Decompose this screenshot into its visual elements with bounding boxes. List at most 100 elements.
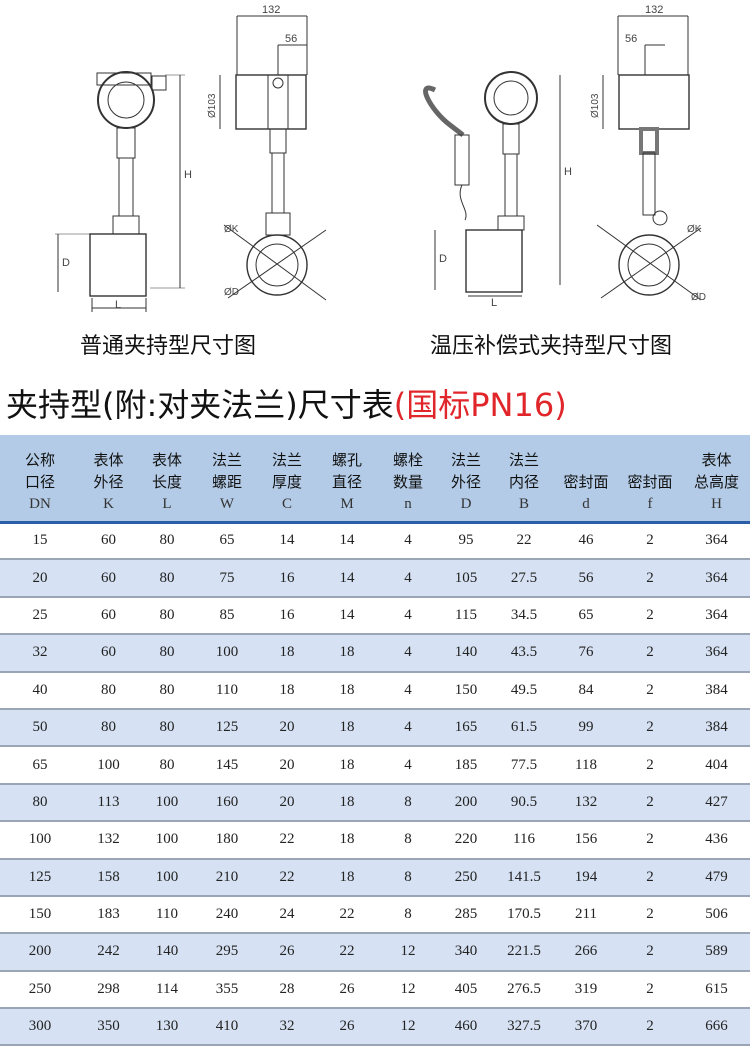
table-cell-M: 14	[317, 596, 377, 636]
header-symbol: n	[404, 495, 412, 512]
table-cell-K: 298	[80, 970, 137, 1010]
table-cell-W: 65	[197, 522, 257, 561]
table-cell-C: 28	[257, 970, 317, 1010]
dim-D: D	[62, 257, 70, 269]
header-line1: 表体	[701, 450, 732, 469]
table-cell-C: 18	[257, 634, 317, 673]
table-cell-C: 22	[257, 858, 317, 897]
table-cell-D: 185	[439, 746, 493, 785]
table-cell-W: 125	[197, 708, 257, 748]
table-cell-K: 60	[80, 559, 137, 598]
table-cell-n: 4	[377, 596, 439, 636]
table-cell-B: 141.5	[493, 858, 555, 897]
table-cell-B: 61.5	[493, 708, 555, 748]
table-cell-C: 24	[257, 895, 317, 935]
header-line1: 法兰	[211, 450, 242, 469]
table-cell-K: 60	[80, 522, 137, 561]
header-line2: 螺距	[211, 472, 242, 491]
table-cell-D: 95	[439, 522, 493, 561]
table-cell-M: 18	[317, 746, 377, 785]
column-header-d: 密封面 d	[555, 435, 617, 524]
table-cell-H: 666	[683, 1008, 750, 1046]
table-cell-L: 140	[137, 933, 197, 972]
table-row: 80 113 100 160 20 18 8 200 90.5 132 2 427	[0, 783, 750, 823]
table-cell-DN: 200	[0, 933, 80, 972]
table-cell-f: 2	[617, 596, 683, 636]
table-cell-n: 8	[377, 783, 439, 823]
dim-H: H	[564, 166, 572, 178]
table-cell-d: 76	[555, 634, 617, 673]
table-cell-K: 80	[80, 671, 137, 710]
table-cell-W: 110	[197, 671, 257, 710]
table-title-main: 夹持型(附:对夹法兰)尺寸表	[6, 386, 394, 424]
header-line1: 表体	[151, 450, 182, 469]
table-cell-f: 2	[617, 559, 683, 598]
dim-L: L	[115, 299, 121, 311]
table-cell-W: 85	[197, 596, 257, 636]
table-cell-W: 355	[197, 970, 257, 1010]
header-line2: 数量	[392, 472, 423, 491]
table-row: 15 60 80 65 14 14 4 95 22 46 2 364	[0, 522, 750, 561]
table-cell-D: 200	[439, 783, 493, 823]
table-cell-L: 100	[137, 821, 197, 860]
table-cell-L: 114	[137, 970, 197, 1010]
table-cell-n: 4	[377, 746, 439, 785]
table-cell-f: 2	[617, 970, 683, 1010]
table-cell-f: 2	[617, 783, 683, 823]
table-cell-M: 26	[317, 1008, 377, 1046]
column-header-L: 表体 长度 L	[137, 435, 197, 524]
table-cell-d: 194	[555, 858, 617, 897]
table-cell-H: 615	[683, 970, 750, 1010]
table-cell-DN: 50	[0, 708, 80, 748]
table-cell-DN: 20	[0, 559, 80, 598]
standard-clamp-caption: 普通夹持型尺寸图	[80, 334, 257, 359]
table-cell-B: 77.5	[493, 746, 555, 785]
header-line2: 外径	[93, 472, 124, 491]
header-symbol: f	[647, 495, 653, 512]
table-cell-n: 8	[377, 821, 439, 860]
table-cell-D: 150	[439, 671, 493, 710]
table-cell-DN: 100	[0, 821, 80, 860]
standard-clamp-drawing: D L H 132 56 Ø103 ØK ØD	[0, 0, 375, 330]
table-cell-D: 405	[439, 970, 493, 1010]
dim-pipe-dia: ØD	[691, 292, 706, 303]
table-cell-d: 46	[555, 522, 617, 561]
column-header-M: 螺孔 直径 M	[317, 435, 377, 524]
table-cell-n: 4	[377, 559, 439, 598]
table-cell-H: 384	[683, 671, 750, 710]
table-cell-D: 285	[439, 895, 493, 935]
header-line2: 内径	[508, 472, 539, 491]
table-cell-W: 180	[197, 821, 257, 860]
table-cell-n: 4	[377, 522, 439, 561]
table-row: 25 60 80 85 16 14 4 115 34.5 65 2 364	[0, 596, 750, 636]
table-cell-C: 16	[257, 559, 317, 598]
table-cell-B: 327.5	[493, 1008, 555, 1046]
table-cell-L: 130	[137, 1008, 197, 1046]
table-cell-d: 56	[555, 559, 617, 598]
table-cell-DN: 150	[0, 895, 80, 935]
table-cell-B: 49.5	[493, 671, 555, 710]
table-cell-f: 2	[617, 821, 683, 860]
table-cell-H: 364	[683, 596, 750, 636]
table-cell-C: 26	[257, 933, 317, 972]
table-cell-DN: 40	[0, 671, 80, 710]
table-cell-K: 60	[80, 596, 137, 636]
table-cell-n: 4	[377, 634, 439, 673]
table-cell-DN: 300	[0, 1008, 80, 1046]
table-cell-f: 2	[617, 708, 683, 748]
table-cell-d: 118	[555, 746, 617, 785]
table-cell-n: 8	[377, 895, 439, 935]
table-cell-f: 2	[617, 895, 683, 935]
dim-body-dia: ØK	[224, 224, 239, 235]
table-cell-H: 427	[683, 783, 750, 823]
table-cell-H: 364	[683, 559, 750, 598]
table-cell-H: 364	[683, 634, 750, 673]
table-cell-D: 220	[439, 821, 493, 860]
table-cell-d: 65	[555, 596, 617, 636]
table-cell-M: 18	[317, 708, 377, 748]
table-cell-B: 170.5	[493, 895, 555, 935]
table-row: 300 350 130 410 32 26 12 460 327.5 370 2 666	[0, 1008, 750, 1046]
table-cell-K: 183	[80, 895, 137, 935]
dim-H: H	[184, 169, 192, 181]
